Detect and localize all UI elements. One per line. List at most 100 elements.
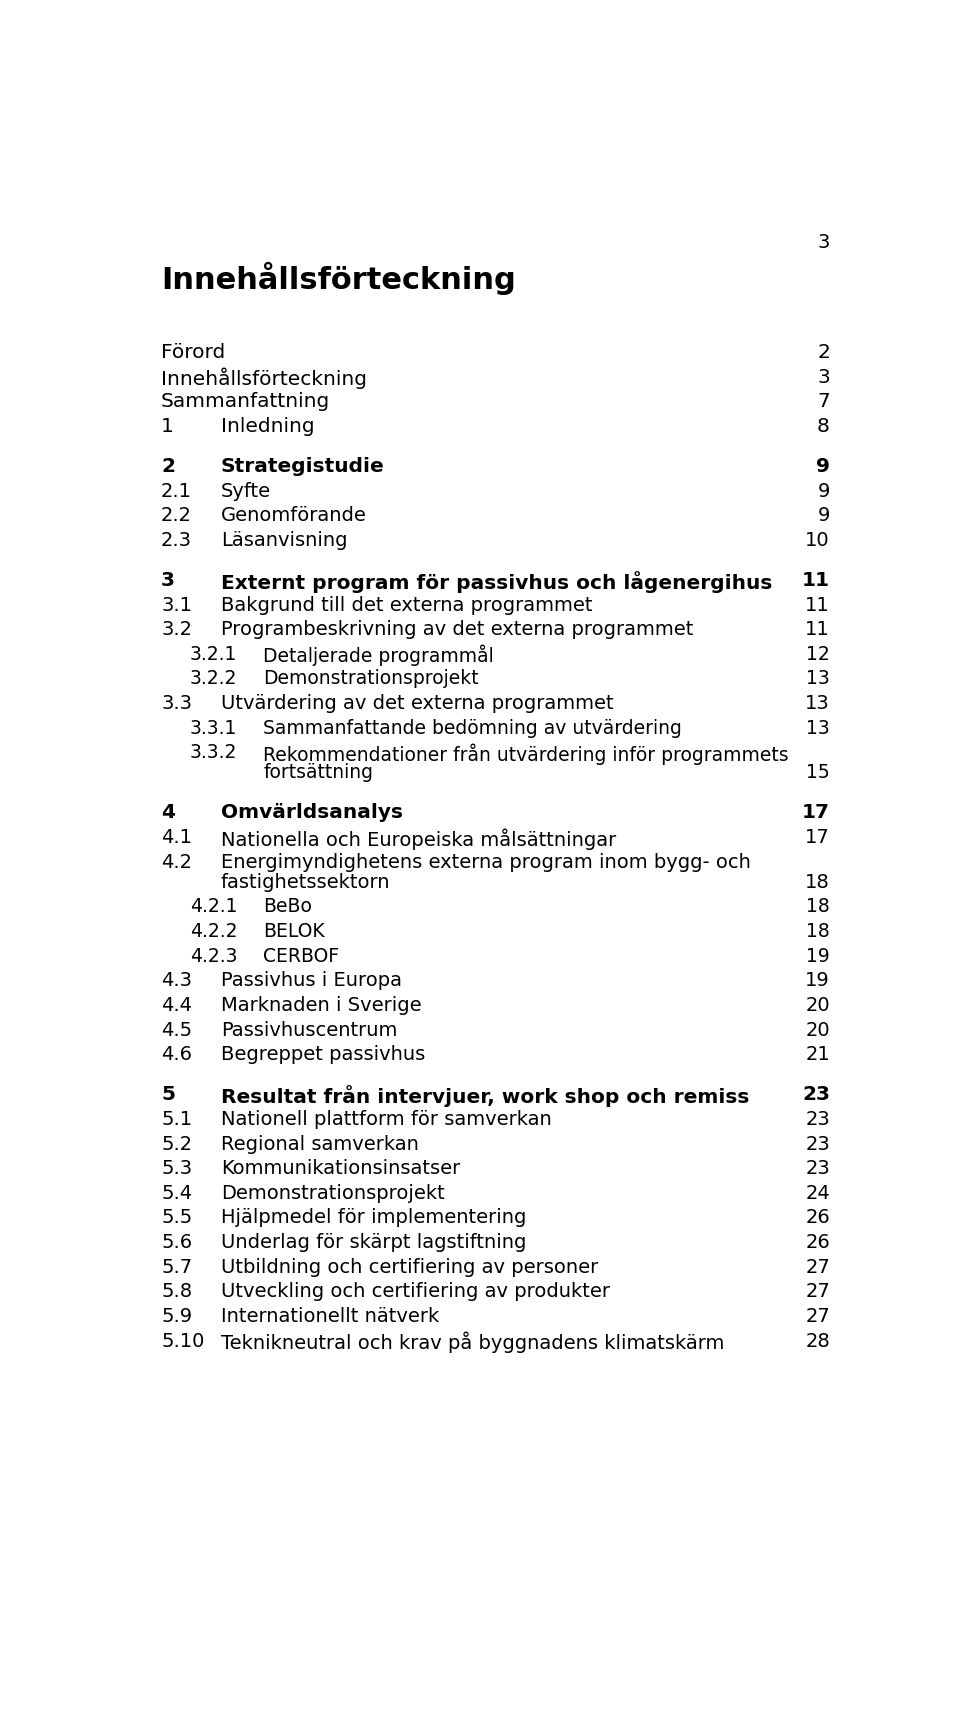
Text: 4.5: 4.5 [161, 1020, 192, 1039]
Text: 5.3: 5.3 [161, 1159, 192, 1178]
Text: fastighetssektorn: fastighetssektorn [221, 873, 391, 892]
Text: 4.1: 4.1 [161, 828, 192, 847]
Text: 23: 23 [802, 1084, 829, 1103]
Text: 26: 26 [805, 1209, 829, 1227]
Text: 5.10: 5.10 [161, 1332, 204, 1350]
Text: 7: 7 [817, 392, 829, 411]
Text: 24: 24 [805, 1183, 829, 1202]
Text: 3.2.1: 3.2.1 [190, 645, 237, 665]
Text: Regional samverkan: Regional samverkan [221, 1135, 419, 1154]
Text: Innehållsförteckning: Innehållsförteckning [161, 262, 516, 295]
Text: 19: 19 [805, 972, 829, 991]
Text: 4.6: 4.6 [161, 1044, 192, 1064]
Text: 9: 9 [818, 507, 829, 526]
Text: fortsättning: fortsättning [263, 763, 373, 782]
Text: 3: 3 [818, 232, 829, 252]
Text: 5.9: 5.9 [161, 1306, 192, 1326]
Text: 8: 8 [817, 416, 829, 435]
Text: Läsanvisning: Läsanvisning [221, 531, 348, 550]
Text: 4.2.2: 4.2.2 [190, 921, 237, 940]
Text: Omvärldsanalys: Omvärldsanalys [221, 803, 403, 822]
Text: Utvärdering av det externa programmet: Utvärdering av det externa programmet [221, 694, 613, 713]
Text: 5.8: 5.8 [161, 1282, 192, 1301]
Text: Sammanfattande bedömning av utvärdering: Sammanfattande bedömning av utvärdering [263, 718, 683, 737]
Text: 5: 5 [161, 1084, 175, 1103]
Text: Nationella och Europeiska målsättningar: Nationella och Europeiska målsättningar [221, 828, 616, 850]
Text: 3.2.2: 3.2.2 [190, 670, 237, 689]
Text: Passivhuscentrum: Passivhuscentrum [221, 1020, 397, 1039]
Text: 3.1: 3.1 [161, 595, 192, 614]
Text: 11: 11 [805, 595, 829, 614]
Text: 28: 28 [805, 1332, 829, 1350]
Text: 20: 20 [805, 996, 829, 1015]
Text: 1: 1 [161, 416, 174, 435]
Text: 4.2.3: 4.2.3 [190, 947, 237, 966]
Text: 3: 3 [161, 571, 175, 590]
Text: 23: 23 [805, 1110, 829, 1129]
Text: 5.7: 5.7 [161, 1258, 192, 1277]
Text: Resultat från intervjuer, work shop och remiss: Resultat från intervjuer, work shop och … [221, 1084, 749, 1107]
Text: 2.1: 2.1 [161, 482, 192, 501]
Text: 4: 4 [161, 803, 175, 822]
Text: 4.4: 4.4 [161, 996, 192, 1015]
Text: 23: 23 [805, 1159, 829, 1178]
Text: 2: 2 [817, 344, 829, 363]
Text: Kommunikationsinsatser: Kommunikationsinsatser [221, 1159, 460, 1178]
Text: Begreppet passivhus: Begreppet passivhus [221, 1044, 425, 1064]
Text: Energimyndighetens externa program inom bygg- och: Energimyndighetens externa program inom … [221, 852, 751, 871]
Text: 13: 13 [806, 670, 829, 689]
Text: Internationellt nätverk: Internationellt nätverk [221, 1306, 439, 1326]
Text: 2.2: 2.2 [161, 507, 192, 526]
Text: 5.1: 5.1 [161, 1110, 192, 1129]
Text: Passivhus i Europa: Passivhus i Europa [221, 972, 401, 991]
Text: 23: 23 [805, 1135, 829, 1154]
Text: 9: 9 [816, 456, 829, 475]
Text: CERBOF: CERBOF [263, 947, 340, 966]
Text: 2.3: 2.3 [161, 531, 192, 550]
Text: 3: 3 [817, 368, 829, 387]
Text: 18: 18 [805, 873, 829, 892]
Text: 3.3.2: 3.3.2 [190, 743, 237, 762]
Text: Demonstrationsprojekt: Demonstrationsprojekt [221, 1183, 444, 1202]
Text: 4.2.1: 4.2.1 [190, 897, 237, 916]
Text: Sammanfattning: Sammanfattning [161, 392, 330, 411]
Text: Utveckling och certifiering av produkter: Utveckling och certifiering av produkter [221, 1282, 610, 1301]
Text: Utbildning och certifiering av personer: Utbildning och certifiering av personer [221, 1258, 598, 1277]
Text: 26: 26 [805, 1234, 829, 1253]
Text: 5.4: 5.4 [161, 1183, 192, 1202]
Text: Bakgrund till det externa programmet: Bakgrund till det externa programmet [221, 595, 592, 614]
Text: 13: 13 [806, 718, 829, 737]
Text: Demonstrationsprojekt: Demonstrationsprojekt [263, 670, 479, 689]
Text: Programbeskrivning av det externa programmet: Programbeskrivning av det externa progra… [221, 619, 693, 638]
Text: Nationell plattform för samverkan: Nationell plattform för samverkan [221, 1110, 551, 1129]
Text: BeBo: BeBo [263, 897, 312, 916]
Text: 10: 10 [805, 531, 829, 550]
Text: 11: 11 [802, 571, 829, 590]
Text: 17: 17 [805, 828, 829, 847]
Text: Hjälpmedel för implementering: Hjälpmedel för implementering [221, 1209, 526, 1227]
Text: Teknikneutral och krav på byggnadens klimatskärm: Teknikneutral och krav på byggnadens kli… [221, 1332, 724, 1353]
Text: Strategistudie: Strategistudie [221, 456, 385, 475]
Text: 15: 15 [806, 763, 829, 782]
Text: 11: 11 [805, 619, 829, 638]
Text: 27: 27 [805, 1282, 829, 1301]
Text: Marknaden i Sverige: Marknaden i Sverige [221, 996, 421, 1015]
Text: 27: 27 [805, 1258, 829, 1277]
Text: 13: 13 [805, 694, 829, 713]
Text: Genomförande: Genomförande [221, 507, 367, 526]
Text: 5.5: 5.5 [161, 1209, 192, 1227]
Text: 4.2: 4.2 [161, 852, 192, 871]
Text: 3.3: 3.3 [161, 694, 192, 713]
Text: 5.2: 5.2 [161, 1135, 192, 1154]
Text: 19: 19 [806, 947, 829, 966]
Text: 2: 2 [161, 456, 175, 475]
Text: 4.3: 4.3 [161, 972, 192, 991]
Text: Inledning: Inledning [221, 416, 314, 435]
Text: BELOK: BELOK [263, 921, 325, 940]
Text: 17: 17 [802, 803, 829, 822]
Text: 5.6: 5.6 [161, 1234, 192, 1253]
Text: 18: 18 [806, 897, 829, 916]
Text: 27: 27 [805, 1306, 829, 1326]
Text: 9: 9 [818, 482, 829, 501]
Text: 20: 20 [805, 1020, 829, 1039]
